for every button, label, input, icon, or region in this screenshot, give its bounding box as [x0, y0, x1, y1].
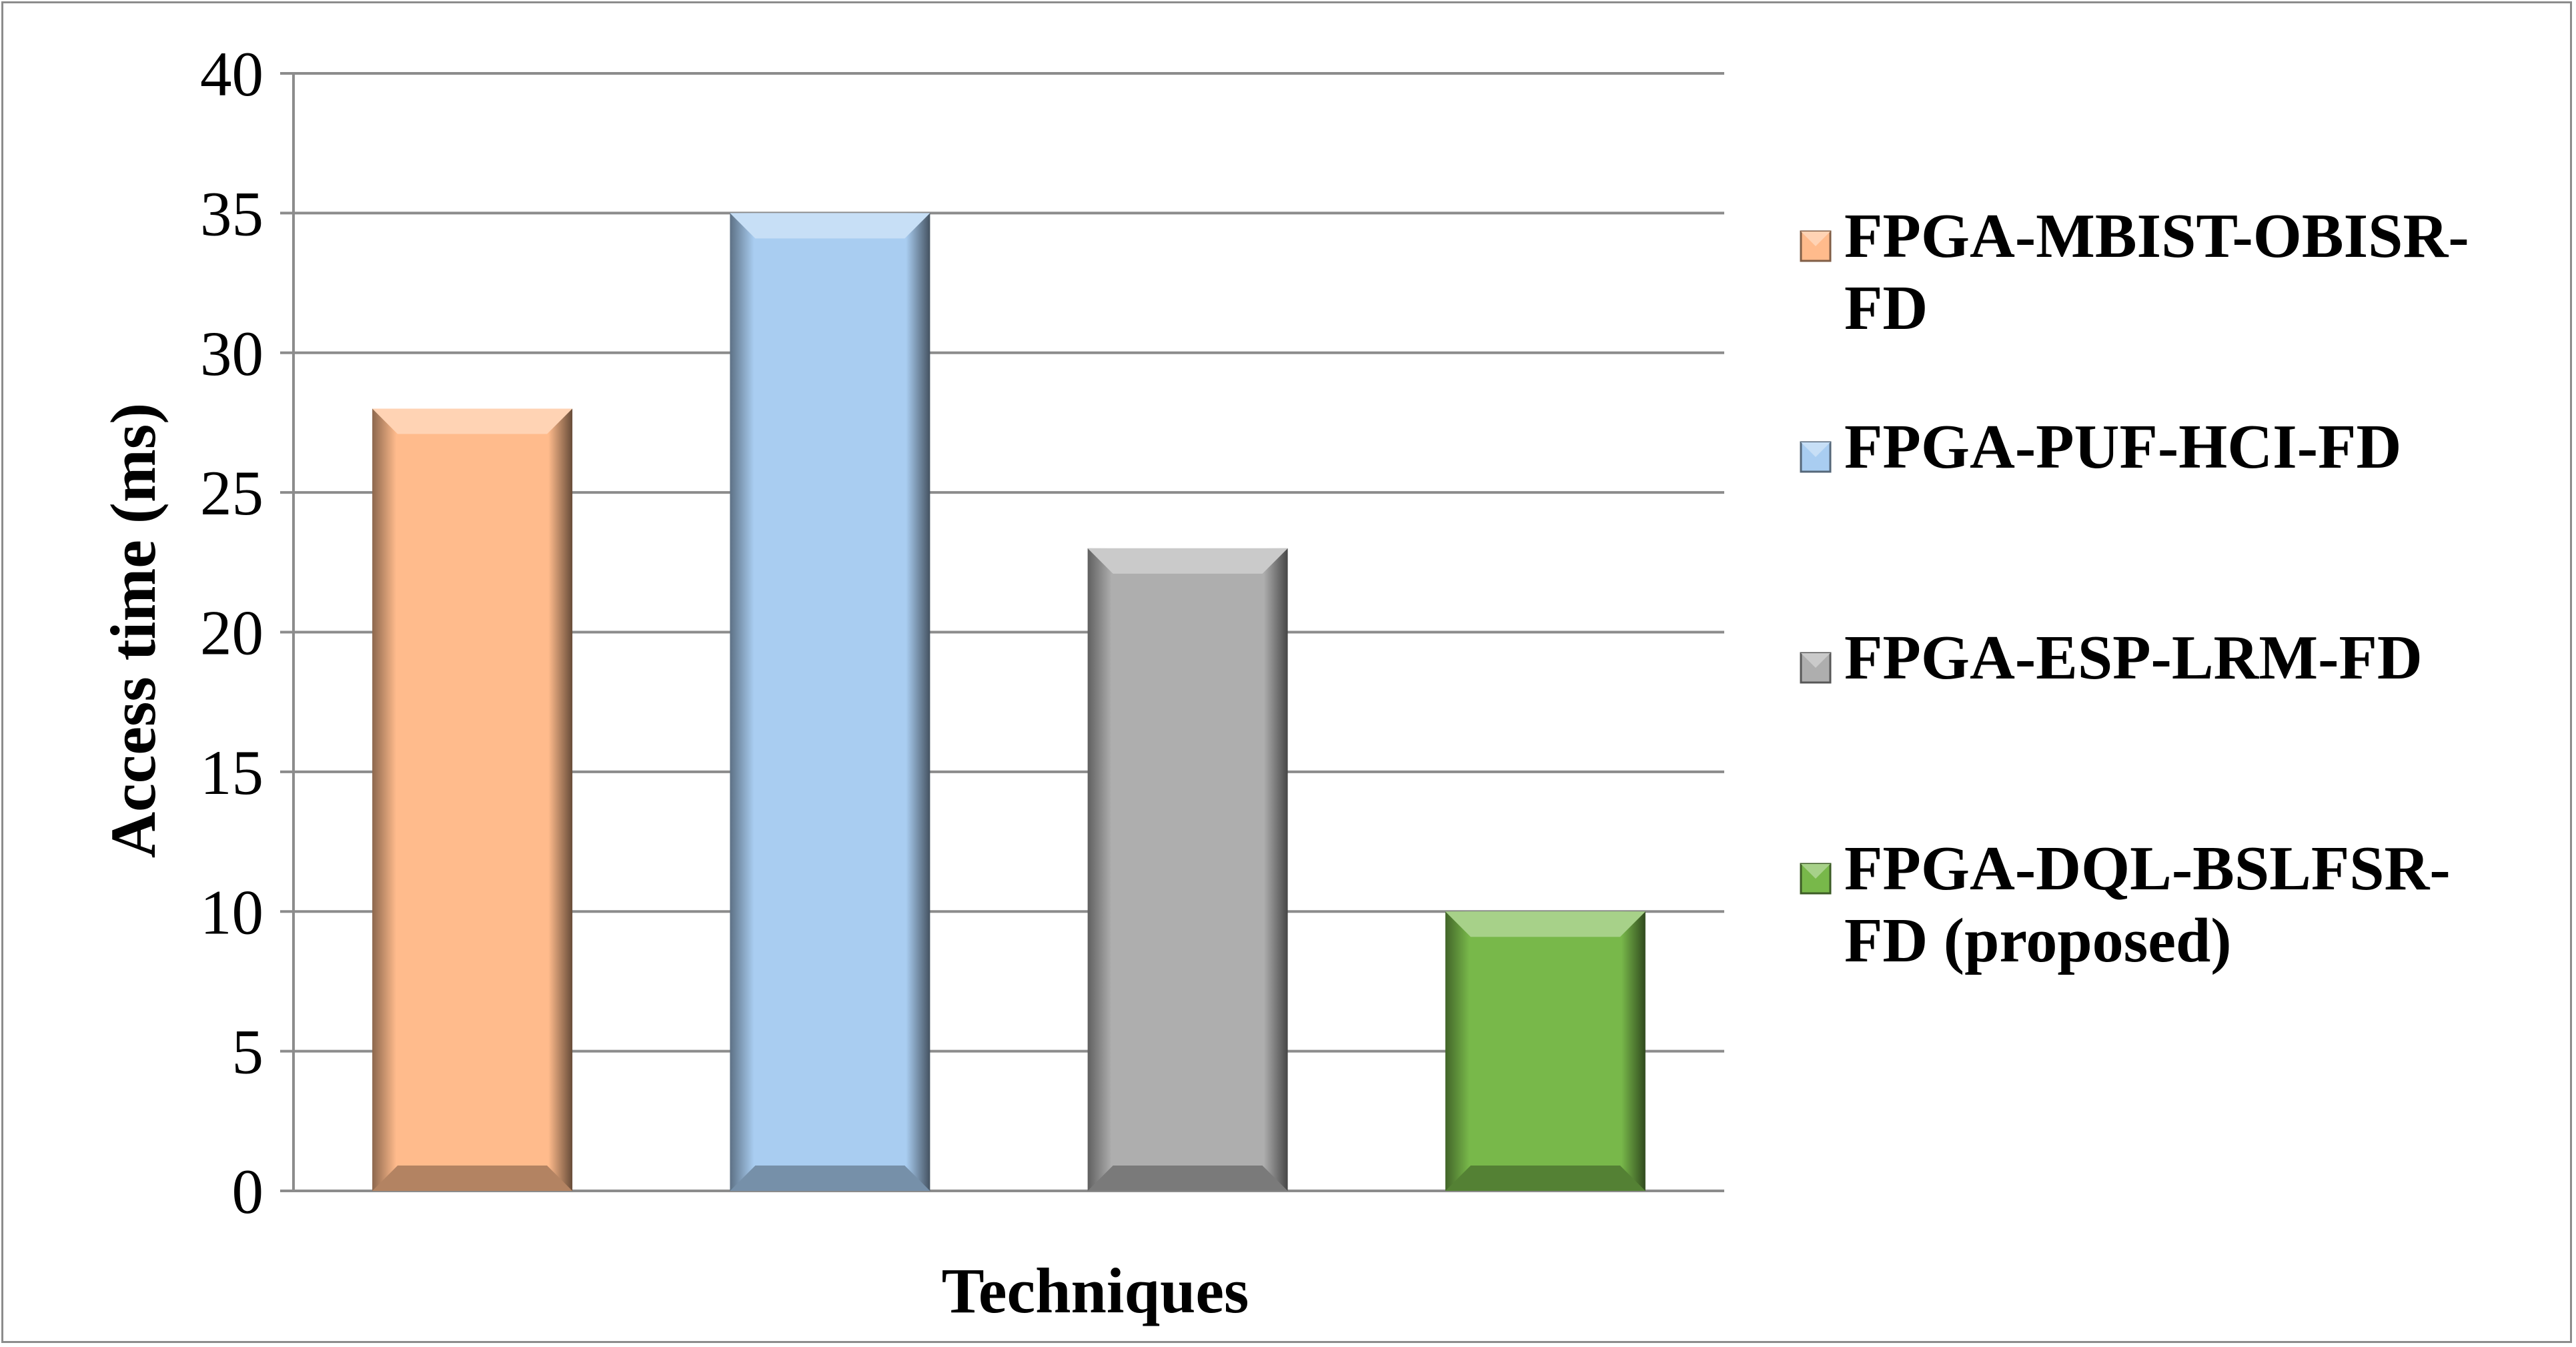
legend-label: FPGA-ESP-LRM-FD	[1844, 623, 2423, 693]
bar-bottom-bevel	[1445, 1166, 1646, 1191]
legend-label: FPGA-MBIST-OBISR-	[1844, 201, 2469, 271]
y-tick-label: 5	[232, 1017, 264, 1087]
y-axis-title: Access time (ms)	[97, 403, 169, 858]
bar-bottom-bevel	[730, 1166, 930, 1191]
legend-item: FPGA-PUF-HCI-FD	[1800, 412, 2401, 482]
legend-swatch-bevel	[1801, 232, 1830, 246]
legend-swatch-bevel	[1801, 864, 1830, 879]
bar-top-bevel	[1087, 548, 1288, 574]
bar-bottom-bevel	[372, 1166, 573, 1191]
bar-body	[1445, 911, 1646, 1191]
bar-body	[372, 408, 573, 1191]
legend-label: FPGA-PUF-HCI-FD	[1844, 412, 2401, 482]
legend-swatch-bevel	[1801, 442, 1830, 457]
legend-item: FPGA-DQL-BSLFSR-FD (proposed)	[1800, 834, 2451, 975]
bar-top-bevel	[730, 213, 930, 239]
y-tick-label: 15	[200, 737, 263, 808]
bar-2	[730, 213, 930, 1191]
legend-item: FPGA-MBIST-OBISR-FD	[1800, 201, 2469, 343]
bar-top-bevel	[1445, 911, 1646, 937]
legend-label: FD (proposed)	[1844, 906, 2232, 975]
legend-swatch-bevel	[1801, 653, 1830, 668]
y-tick-labels: 0 5 10 15 20 25 30 35 40	[200, 39, 263, 1227]
y-tick-label: 20	[200, 598, 263, 668]
bar-body	[1087, 548, 1288, 1191]
y-tick-label: 40	[200, 39, 263, 109]
y-tick-label: 30	[200, 318, 263, 389]
bar-3	[1087, 548, 1288, 1191]
legend: FPGA-MBIST-OBISR-FD FPGA-PUF-HCI-FD FPGA-E…	[1800, 201, 2469, 975]
y-tick-label: 25	[200, 458, 263, 528]
legend-label: FD	[1844, 274, 1928, 343]
y-tick-label: 0	[232, 1156, 264, 1227]
bar-4	[1445, 911, 1646, 1191]
y-tick-label: 10	[200, 877, 263, 947]
legend-item: FPGA-ESP-LRM-FD	[1800, 623, 2423, 693]
bar-body	[730, 213, 930, 1191]
bar-top-bevel	[372, 408, 573, 434]
bar-bottom-bevel	[1087, 1166, 1288, 1191]
x-axis-title: Techniques	[942, 1255, 1249, 1326]
legend-label: FPGA-DQL-BSLFSR-	[1844, 834, 2451, 903]
y-tick-label: 35	[200, 178, 263, 249]
bars	[372, 213, 1646, 1191]
bar-1	[372, 408, 573, 1191]
